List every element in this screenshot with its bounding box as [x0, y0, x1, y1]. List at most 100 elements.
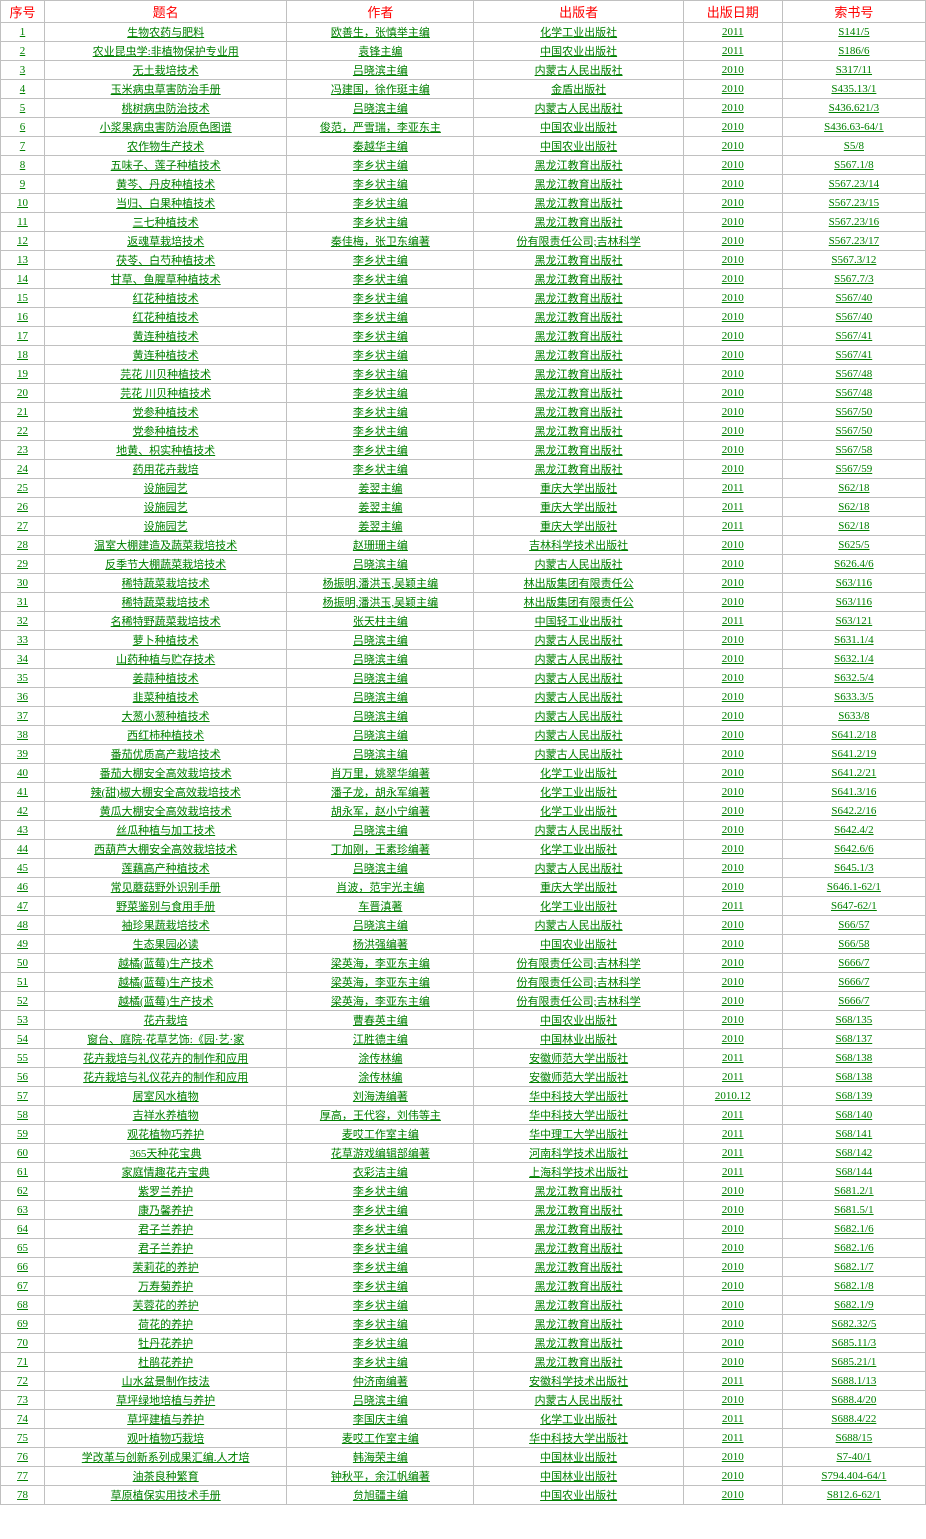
cell-seq[interactable]: 5	[1, 99, 45, 118]
cell-code[interactable]: S567/48	[782, 365, 925, 384]
cell-title[interactable]: 大葱小葱种植技术	[45, 707, 287, 726]
cell-author[interactable]: 江胜德主编	[287, 1030, 474, 1049]
cell-author[interactable]: 李乡状主编	[287, 346, 474, 365]
cell-title[interactable]: 稀特蔬菜栽培技术	[45, 574, 287, 593]
cell-author[interactable]: 赵珊珊主编	[287, 536, 474, 555]
cell-author[interactable]: 张天柱主编	[287, 612, 474, 631]
cell-seq[interactable]: 9	[1, 175, 45, 194]
cell-code[interactable]: S632.1/4	[782, 650, 925, 669]
cell-author[interactable]: 李乡状主编	[287, 422, 474, 441]
cell-date[interactable]: 2010	[683, 365, 782, 384]
cell-publisher[interactable]: 中国农业出版社	[474, 935, 683, 954]
cell-code[interactable]: S688.4/22	[782, 1410, 925, 1429]
cell-date[interactable]: 2010	[683, 726, 782, 745]
cell-author[interactable]: 姜翌主编	[287, 479, 474, 498]
cell-title[interactable]: 红花种植技术	[45, 289, 287, 308]
cell-code[interactable]: S641.3/16	[782, 783, 925, 802]
cell-author[interactable]: 冯建国，徐作珽主编	[287, 80, 474, 99]
cell-publisher[interactable]: 中国林业出版社	[474, 1448, 683, 1467]
cell-publisher[interactable]: 内蒙古人民出版社	[474, 745, 683, 764]
cell-code[interactable]: S567/58	[782, 441, 925, 460]
cell-date[interactable]: 2010	[683, 403, 782, 422]
cell-code[interactable]: S436.63-64/1	[782, 118, 925, 137]
cell-code[interactable]: S567/40	[782, 289, 925, 308]
cell-date[interactable]: 2010	[683, 1448, 782, 1467]
cell-publisher[interactable]: 黑龙江教育出版社	[474, 213, 683, 232]
cell-code[interactable]: S682.1/7	[782, 1258, 925, 1277]
cell-seq[interactable]: 19	[1, 365, 45, 384]
cell-code[interactable]: S682.1/8	[782, 1277, 925, 1296]
cell-title[interactable]: 黄连种植技术	[45, 327, 287, 346]
cell-code[interactable]: S666/7	[782, 954, 925, 973]
cell-code[interactable]: S68/138	[782, 1049, 925, 1068]
cell-seq[interactable]: 52	[1, 992, 45, 1011]
cell-code[interactable]: S317/11	[782, 61, 925, 80]
cell-seq[interactable]: 72	[1, 1372, 45, 1391]
cell-author[interactable]: 吕晓滨主编	[287, 707, 474, 726]
cell-date[interactable]: 2010	[683, 973, 782, 992]
cell-seq[interactable]: 30	[1, 574, 45, 593]
cell-publisher[interactable]: 内蒙古人民出版社	[474, 631, 683, 650]
cell-title[interactable]: 当归、白果种植技术	[45, 194, 287, 213]
cell-publisher[interactable]: 黑龙江教育出版社	[474, 270, 683, 289]
cell-title[interactable]: 芫花 川贝种植技术	[45, 365, 287, 384]
cell-publisher[interactable]: 内蒙古人民出版社	[474, 61, 683, 80]
cell-date[interactable]: 2011	[683, 498, 782, 517]
cell-seq[interactable]: 24	[1, 460, 45, 479]
cell-author[interactable]: 李乡状主编	[287, 175, 474, 194]
cell-date[interactable]: 2011	[683, 42, 782, 61]
cell-code[interactable]: S633/8	[782, 707, 925, 726]
cell-publisher[interactable]: 内蒙古人民出版社	[474, 650, 683, 669]
cell-author[interactable]: 丁加刚，王素珍编著	[287, 840, 474, 859]
cell-publisher[interactable]: 内蒙古人民出版社	[474, 916, 683, 935]
cell-seq[interactable]: 62	[1, 1182, 45, 1201]
cell-seq[interactable]: 20	[1, 384, 45, 403]
cell-title[interactable]: 无土栽培技术	[45, 61, 287, 80]
cell-publisher[interactable]: 黑龙江教育出版社	[474, 1277, 683, 1296]
cell-date[interactable]: 2011	[683, 1049, 782, 1068]
cell-author[interactable]: 衣彩洁主编	[287, 1163, 474, 1182]
cell-date[interactable]: 2010	[683, 1391, 782, 1410]
cell-date[interactable]: 2010	[683, 80, 782, 99]
cell-date[interactable]: 2011	[683, 1106, 782, 1125]
cell-title[interactable]: 五味子、莲子种植技术	[45, 156, 287, 175]
cell-title[interactable]: 生物农药与肥料	[45, 23, 287, 42]
cell-publisher[interactable]: 重庆大学出版社	[474, 517, 683, 536]
cell-author[interactable]: 李乡状主编	[287, 1296, 474, 1315]
cell-publisher[interactable]: 林出版集团有限责任公	[474, 593, 683, 612]
cell-title[interactable]: 野菜鉴别与食用手册	[45, 897, 287, 916]
cell-author[interactable]: 吕晓滨主编	[287, 688, 474, 707]
cell-title[interactable]: 窗台、庭院·花草艺饰:《园·艺·家	[45, 1030, 287, 1049]
cell-author[interactable]: 李乡状主编	[287, 1201, 474, 1220]
cell-code[interactable]: S646.1-62/1	[782, 878, 925, 897]
cell-title[interactable]: 生态果园必读	[45, 935, 287, 954]
cell-seq[interactable]: 34	[1, 650, 45, 669]
cell-author[interactable]: 仲济南编著	[287, 1372, 474, 1391]
cell-date[interactable]: 2010	[683, 384, 782, 403]
cell-title[interactable]: 名稀特野蔬菜栽培技术	[45, 612, 287, 631]
cell-title[interactable]: 居室风水植物	[45, 1087, 287, 1106]
cell-seq[interactable]: 54	[1, 1030, 45, 1049]
cell-author[interactable]: 麦哎工作室主编	[287, 1429, 474, 1448]
cell-publisher[interactable]: 中国农业出版社	[474, 137, 683, 156]
cell-title[interactable]: 花卉栽培与礼仪花卉的制作和应用	[45, 1049, 287, 1068]
cell-code[interactable]: S567/41	[782, 346, 925, 365]
cell-code[interactable]: S62/18	[782, 517, 925, 536]
cell-seq[interactable]: 11	[1, 213, 45, 232]
cell-author[interactable]: 吕晓滨主编	[287, 631, 474, 650]
cell-author[interactable]: 俊范，严雪瑞，李亚东主	[287, 118, 474, 137]
cell-seq[interactable]: 64	[1, 1220, 45, 1239]
cell-author[interactable]: 秦越华主编	[287, 137, 474, 156]
cell-publisher[interactable]: 中国林业出版社	[474, 1030, 683, 1049]
cell-seq[interactable]: 35	[1, 669, 45, 688]
cell-title[interactable]: 越橘(蓝莓)生产技术	[45, 992, 287, 1011]
cell-date[interactable]: 2010	[683, 1467, 782, 1486]
cell-title[interactable]: 山水盆景制作技法	[45, 1372, 287, 1391]
cell-seq[interactable]: 58	[1, 1106, 45, 1125]
cell-publisher[interactable]: 黑龙江教育出版社	[474, 308, 683, 327]
cell-publisher[interactable]: 黑龙江教育出版社	[474, 1220, 683, 1239]
cell-author[interactable]: 杨洪强编著	[287, 935, 474, 954]
cell-title[interactable]: 草坪建植与养护	[45, 1410, 287, 1429]
cell-date[interactable]: 2010	[683, 118, 782, 137]
cell-author[interactable]: 李乡状主编	[287, 327, 474, 346]
